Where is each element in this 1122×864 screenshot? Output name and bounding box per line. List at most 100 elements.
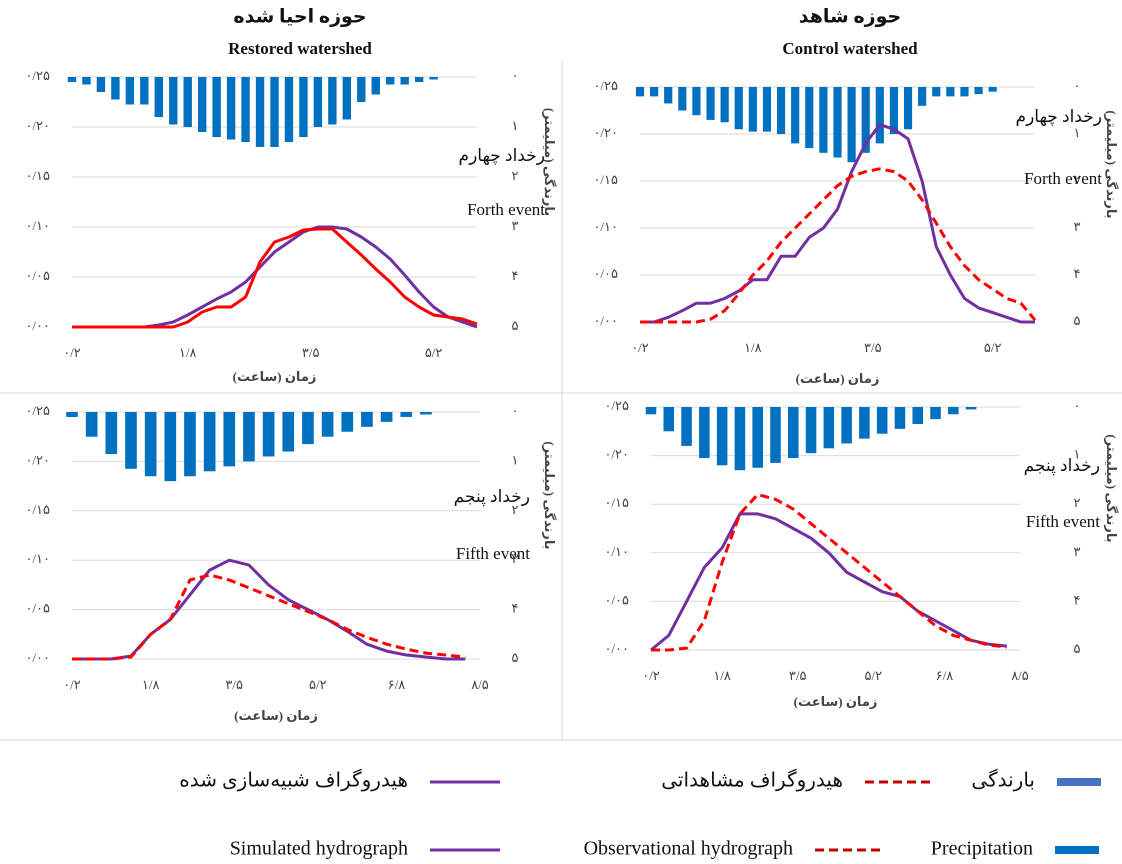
y2-tick-label: ۴ [512, 268, 519, 283]
precipitation-bar [875, 87, 884, 144]
x-tick-label: ۶/۸ [936, 668, 954, 683]
precipitation-bar [894, 407, 906, 429]
annotation: Fifth event [456, 544, 530, 563]
precipitation-bar [889, 87, 899, 134]
y2-tick-label: ۱ [1074, 125, 1081, 140]
y2-tick-label: ۰ [512, 403, 519, 418]
precipitation-bar [262, 412, 275, 457]
hydrograph-line [650, 512, 1007, 652]
chart-title: حوزه احیا شده [233, 6, 366, 27]
y-tick-label: ۰/۱۰ [593, 219, 618, 234]
y2-tick-label: ۵ [512, 650, 519, 665]
precipitation-bar [105, 412, 118, 454]
y-tick-label: ۰/۰۰ [604, 641, 629, 656]
chart-subtitle: Control watershed [782, 39, 918, 58]
precipitation-bar [650, 87, 659, 97]
y-tick-label: ۰/۰۰ [593, 313, 618, 328]
x-axis-label: زمان (ساعت) [234, 708, 318, 723]
precipitation-bar [241, 77, 250, 142]
precipitation-bar [226, 77, 236, 140]
legend-label: Observational hydrograph [584, 838, 793, 860]
y-tick-label: ۰/۱۵ [25, 168, 50, 183]
y-tick-label: ۰/۰۰ [25, 650, 50, 665]
y2-axis-label: بارندگی (میلیمتر) [1104, 110, 1119, 218]
precipitation-bar [341, 412, 354, 432]
y-tick-label: ۰/۰۰ [25, 318, 50, 333]
precipitation-bar [183, 77, 192, 127]
y2-tick-label: ۲ [512, 168, 519, 183]
precipitation-bar [734, 87, 743, 130]
precipitation-bar [197, 77, 207, 132]
precipitation-bar [328, 77, 337, 125]
precipitation-bar [960, 87, 969, 97]
annotation: رخداد پنجم [454, 487, 530, 507]
x-tick-label: ۰/۲ [63, 677, 81, 692]
x-axis-label: زمان (ساعت) [796, 371, 880, 386]
y-tick-label: ۰/۲۰ [604, 447, 629, 462]
hydrograph-line [72, 558, 466, 661]
y-tick-label: ۰/۲۰ [25, 452, 50, 467]
precipitation-bar [357, 77, 366, 102]
precipitation-bar [988, 87, 997, 92]
precipitation-bar [692, 87, 701, 116]
x-tick-label: ۰/۲ [631, 340, 649, 355]
precipitation-bar [400, 412, 413, 417]
precipitation-bar [125, 412, 137, 469]
x-tick-label: ۵/۲ [425, 345, 443, 360]
annotation: رخداد چهارم [459, 146, 545, 166]
x-tick-label: ۱/۸ [744, 340, 762, 355]
precipitation-bar [932, 87, 941, 97]
y2-tick-label: ۳ [1074, 544, 1081, 559]
precipitation-bar [791, 87, 800, 144]
precipitation-bar [734, 407, 746, 471]
y-tick-label: ۰/۰۵ [593, 266, 618, 281]
precipitation-bar [770, 407, 781, 463]
chart-subtitle: Restored watershed [228, 39, 372, 58]
precipitation-bar [805, 407, 817, 454]
y2-tick-label: ۵ [1074, 641, 1081, 656]
precipitation-bar [429, 77, 438, 80]
x-tick-label: ۳/۵ [789, 668, 807, 683]
y2-tick-label: ۰ [1074, 78, 1081, 93]
y2-axis-label: بارندگی (میلیمتر) [1104, 434, 1119, 542]
y-tick-label: ۰/۱۰ [604, 544, 629, 559]
y-tick-label: ۰/۱۰ [25, 218, 50, 233]
y2-tick-label: ۰ [1074, 398, 1081, 413]
annotation: رخداد چهارم [1016, 107, 1102, 127]
precipitation-bar [243, 412, 255, 462]
y-tick-label: ۰/۲۵ [604, 398, 629, 413]
x-tick-label: ۵/۲ [309, 677, 327, 692]
precipitation-bar [664, 87, 673, 104]
precipitation-bar [776, 87, 786, 134]
annotation: Forth event [1024, 169, 1102, 188]
precipitation-bar [699, 407, 710, 459]
precipitation-bar [169, 77, 178, 125]
precipitation-bar [974, 87, 983, 95]
x-axis-label: زمان (ساعت) [794, 694, 878, 709]
x-tick-label: ۱/۸ [713, 668, 731, 683]
y2-tick-label: ۲ [1074, 172, 1081, 187]
precipitation-bar [635, 87, 645, 97]
y-tick-label: ۰/۰۵ [25, 601, 50, 616]
precipitation-bar [66, 412, 78, 417]
y2-tick-label: ۰ [512, 68, 519, 83]
precipitation-bar [223, 412, 236, 467]
precipitation-bar [861, 87, 870, 153]
x-tick-label: ۸/۵ [471, 677, 489, 692]
y-tick-label: ۰/۰۵ [604, 592, 629, 607]
precipitation-bar [420, 412, 432, 415]
precipitation-bar [270, 77, 279, 147]
y-tick-label: ۰/۰۵ [25, 268, 50, 283]
precipitation-bar [752, 407, 763, 468]
precipitation-bar [342, 77, 352, 120]
precipitation-bar [321, 412, 334, 437]
y2-tick-label: ۳ [1074, 219, 1081, 234]
precipitation-bar [823, 407, 835, 449]
y2-tick-label: ۲ [1074, 495, 1081, 510]
precipitation-bar [903, 87, 913, 130]
x-tick-label: ۵/۲ [865, 668, 883, 683]
precipitation-bar [645, 407, 657, 415]
precipitation-bar [96, 77, 106, 92]
precipitation-bar [203, 412, 216, 472]
